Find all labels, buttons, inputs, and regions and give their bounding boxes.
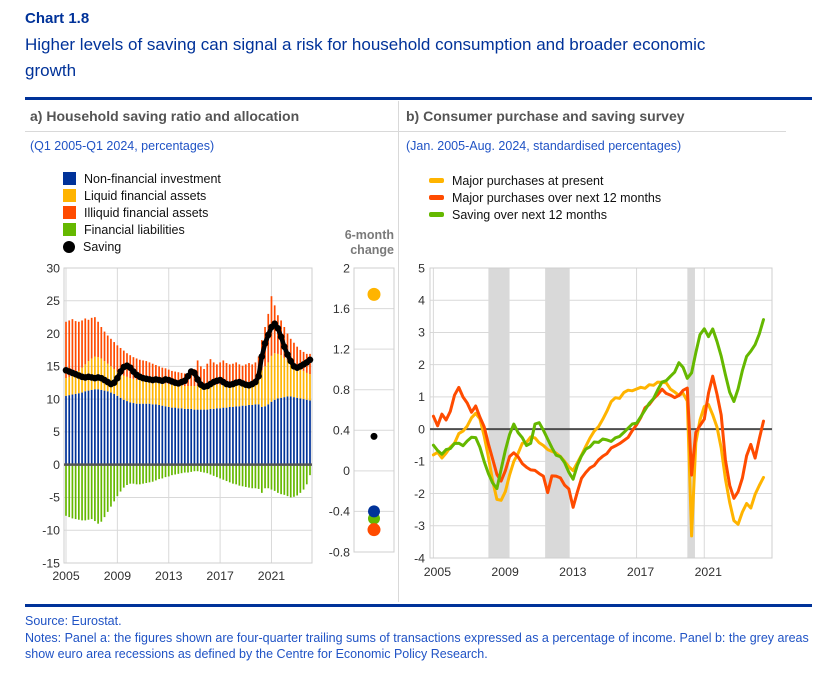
svg-text:2009: 2009 xyxy=(491,565,519,579)
svg-text:-1: -1 xyxy=(414,455,425,469)
svg-text:0.4: 0.4 xyxy=(333,424,350,438)
svg-text:1: 1 xyxy=(418,390,425,404)
panel-a-legend: Non-financial investment Liquid financial… xyxy=(63,170,221,255)
legend-item: Non-financial investment xyxy=(63,170,221,187)
panel-a-subtitle: (Q1 2005-Q1 2024, percentages) xyxy=(30,139,215,153)
legend-item: Major purchases at present xyxy=(429,172,661,189)
panel-b-legend: Major purchases at present Major purchase… xyxy=(429,172,661,223)
svg-text:2: 2 xyxy=(343,261,350,275)
panel-divider-line xyxy=(398,101,399,602)
svg-text:1.2: 1.2 xyxy=(333,342,350,356)
svg-text:10: 10 xyxy=(46,392,60,406)
svg-text:0: 0 xyxy=(418,422,425,436)
panel-b-subtitle: (Jan. 2005-Aug. 2024, standardised perce… xyxy=(406,139,682,153)
legend-label: Illiquid financial assets xyxy=(84,205,209,220)
svg-text:-10: -10 xyxy=(42,524,60,538)
top-divider-rule xyxy=(25,97,812,100)
svg-text:25: 25 xyxy=(46,294,60,308)
svg-text:1.6: 1.6 xyxy=(333,302,350,316)
svg-text:3: 3 xyxy=(418,326,425,340)
panel-a-header: a) Household saving ratio and allocation xyxy=(25,101,403,132)
legend-label: Saving xyxy=(83,239,122,254)
legend-label: Financial liabilities xyxy=(84,222,185,237)
source-text: Source: Eurostat. xyxy=(25,614,122,628)
svg-text:-4: -4 xyxy=(414,551,425,565)
legend-label: Saving over next 12 months xyxy=(452,207,607,222)
svg-text:2005: 2005 xyxy=(52,569,80,583)
svg-text:-5: -5 xyxy=(49,491,60,505)
svg-text:-15: -15 xyxy=(42,556,60,570)
svg-text:2: 2 xyxy=(418,358,425,372)
svg-text:-0.8: -0.8 xyxy=(329,545,350,559)
panel-b-header: b) Consumer purchase and saving survey xyxy=(399,101,786,132)
svg-text:2009: 2009 xyxy=(104,569,132,583)
svg-text:-3: -3 xyxy=(414,519,425,533)
svg-text:-2: -2 xyxy=(414,487,425,501)
svg-text:5: 5 xyxy=(418,261,425,275)
chart-number-label: Chart 1.8 xyxy=(25,10,90,27)
svg-text:2017: 2017 xyxy=(627,565,655,579)
svg-text:2013: 2013 xyxy=(559,565,587,579)
bottom-divider-rule xyxy=(25,604,812,607)
svg-text:15: 15 xyxy=(46,360,60,374)
legend-item: Saving xyxy=(63,238,221,255)
legend-item: Financial liabilities xyxy=(63,221,221,238)
svg-text:0: 0 xyxy=(343,464,350,478)
legend-item: Illiquid financial assets xyxy=(63,204,221,221)
svg-text:0.8: 0.8 xyxy=(333,383,350,397)
legend-label: Non-financial investment xyxy=(84,171,221,186)
legend-label: Major purchases over next 12 months xyxy=(452,190,662,205)
svg-text:2005: 2005 xyxy=(424,565,452,579)
svg-text:2017: 2017 xyxy=(206,569,234,583)
chart-title: Higher levels of saving can signal a ris… xyxy=(25,35,706,80)
six-month-change-title: 6-month change xyxy=(344,228,394,257)
legend-swatch-icon xyxy=(63,223,76,236)
svg-text:-0.4: -0.4 xyxy=(329,505,350,519)
svg-text:2021: 2021 xyxy=(695,565,723,579)
svg-text:20: 20 xyxy=(46,327,60,341)
legend-item: Saving over next 12 months xyxy=(429,206,661,223)
legend-swatch-icon xyxy=(63,172,76,185)
svg-text:4: 4 xyxy=(418,294,425,308)
legend-swatch-icon xyxy=(429,212,444,217)
legend-item: Major purchases over next 12 months xyxy=(429,189,661,206)
legend-swatch-icon xyxy=(429,195,444,200)
legend-swatch-icon xyxy=(429,178,444,183)
svg-text:0: 0 xyxy=(53,458,60,472)
svg-text:2021: 2021 xyxy=(258,569,286,583)
notes-text: Notes: Panel a: the figures shown are fo… xyxy=(25,631,809,661)
svg-text:5: 5 xyxy=(53,425,60,439)
svg-text:2013: 2013 xyxy=(155,569,183,583)
legend-label: Major purchases at present xyxy=(452,173,604,188)
six-month-change-dot-chart: 2 1.6 1.2 0.8 0.4 0 -0.4 -0.8 xyxy=(329,261,395,559)
legend-swatch-icon xyxy=(63,189,76,202)
legend-swatch-icon xyxy=(63,240,75,253)
legend-swatch-icon xyxy=(63,206,76,219)
svg-text:30: 30 xyxy=(46,261,60,275)
legend-item: Liquid financial assets xyxy=(63,187,221,204)
legend-label: Liquid financial assets xyxy=(84,188,207,203)
